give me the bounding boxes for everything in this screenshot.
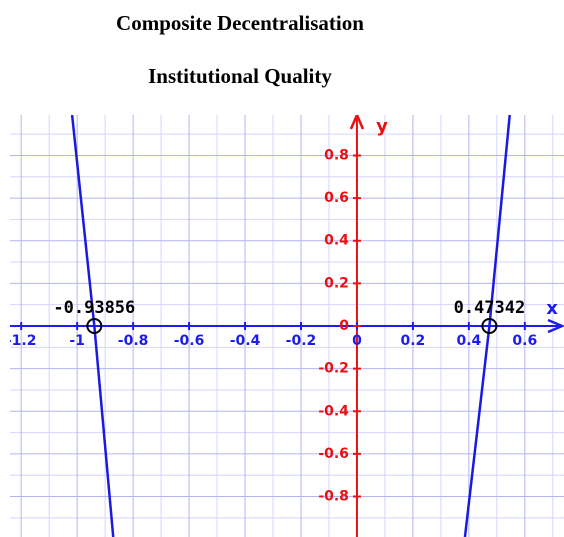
x-tick-label: -0.4 [230, 333, 261, 349]
y-tick-label: -0.6 [318, 446, 349, 462]
y-axis-label: y [376, 116, 388, 137]
curve [70, 115, 115, 537]
x-tick-label: -1.2 [6, 333, 37, 349]
y-tick-label: 0.6 [324, 190, 349, 206]
x-tick-label: 0 [352, 333, 362, 349]
chart-subtitle: Institutional Quality [148, 64, 332, 88]
x-tick-label: -1 [69, 333, 85, 349]
x-tick-label: -0.8 [118, 333, 149, 349]
x-tick-label: 0.6 [512, 333, 537, 349]
x-axis-label: x [546, 298, 558, 319]
curve [463, 115, 511, 537]
y-tick-label: -0.2 [318, 361, 349, 377]
chart-title: Composite Decentralisation [116, 11, 364, 35]
root-label: -0.93856 [53, 298, 135, 318]
y-tick-label: -0.8 [318, 489, 349, 505]
x-tick-label: -0.2 [286, 333, 317, 349]
x-axis-arrow [547, 318, 564, 334]
root-marker [481, 318, 498, 334]
x-tick-label: -0.6 [174, 333, 205, 349]
y-axis-arrow [349, 115, 365, 130]
x-tick-label: 0.2 [401, 333, 426, 349]
y-tick-label: 0.8 [324, 147, 349, 163]
y-tick-label: 0.4 [324, 233, 349, 249]
root-marker [86, 318, 103, 334]
y-tick-label: 0 [339, 318, 349, 334]
y-tick-label: 0.2 [324, 275, 349, 291]
root-label: 0.47342 [454, 298, 526, 318]
x-tick-label: 0.4 [456, 333, 481, 349]
y-tick-label: -0.4 [318, 403, 349, 419]
plot-area: -1.2 -1 -0.8 -0.6 -0.4 -0.2 0 0.2 0.4 0.6-0.8-0.6… [6, 115, 564, 537]
